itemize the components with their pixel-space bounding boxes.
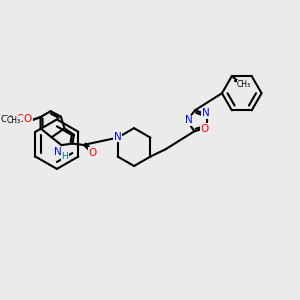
Text: N: N xyxy=(114,132,122,142)
Text: CH₃: CH₃ xyxy=(237,80,251,89)
Text: N: N xyxy=(54,147,62,158)
Text: O: O xyxy=(200,124,208,134)
Text: H: H xyxy=(61,152,68,161)
Text: O: O xyxy=(24,114,32,124)
Text: N: N xyxy=(202,108,209,118)
Text: CH₃: CH₃ xyxy=(1,115,16,124)
Text: O: O xyxy=(16,115,24,124)
Text: CH₃: CH₃ xyxy=(7,116,21,125)
Text: O: O xyxy=(89,148,97,158)
Text: N: N xyxy=(184,116,192,125)
